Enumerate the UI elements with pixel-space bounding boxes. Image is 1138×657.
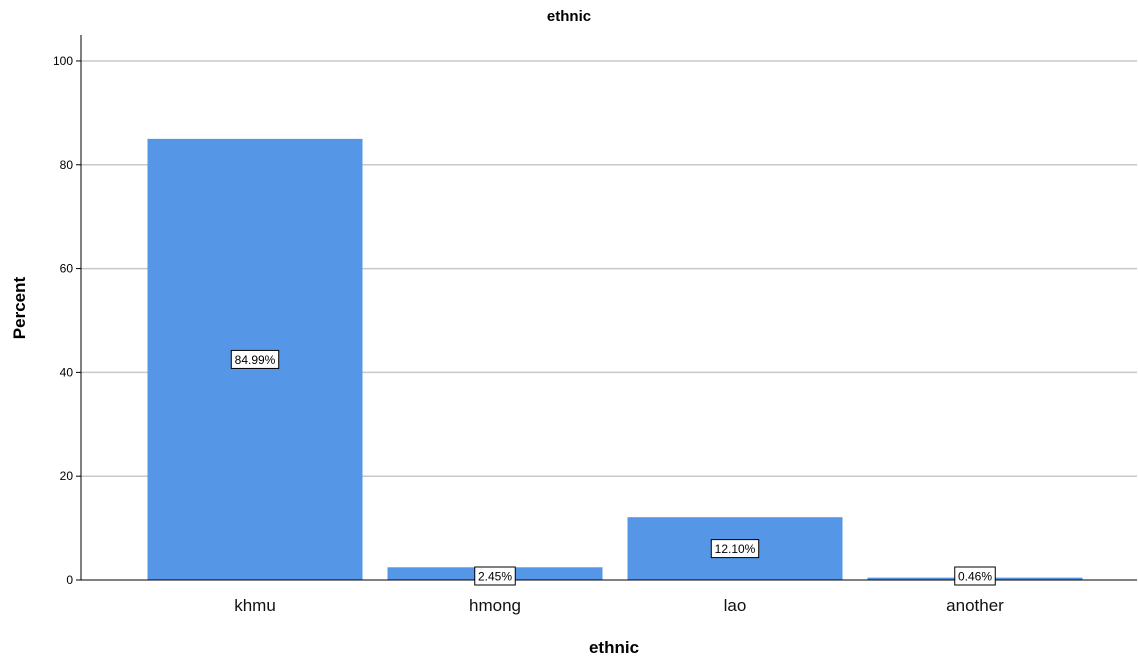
y-tick-labels: 0 20 40 60 80 100 [53,54,73,587]
y-tick-label: 0 [66,573,73,587]
data-label-lao: 12.10% [710,539,760,559]
x-tick-label-hmong: hmong [469,596,521,615]
y-tick-label: 20 [60,469,74,483]
y-tick-label: 100 [53,54,73,68]
y-axis-title: Percent [10,276,29,339]
data-label-box [954,566,996,586]
data-label-text: 84.99% [235,353,276,367]
x-tick-label-khmu: khmu [234,596,276,615]
data-label-another: 0.46% [954,566,996,586]
y-tick-label: 60 [60,262,74,276]
data-label-text: 12.10% [715,542,756,556]
data-label-text: 2.45% [478,570,512,584]
data-label-khmu: 84.99% [230,349,280,369]
data-label-hmong: 2.45% [474,566,516,586]
data-label-text: 0.46% [958,570,992,584]
data-label-box [474,566,516,586]
y-tick-label: 80 [60,158,74,172]
data-label-box [710,539,760,559]
x-axis-title: ethnic [589,638,639,657]
x-tick-labels: khmu hmong lao another [234,596,1004,615]
bars [147,138,1083,580]
data-label-box [230,349,280,369]
chart-title: ethnic [547,8,591,25]
x-tick-label-lao: lao [724,596,747,615]
y-tick-label: 40 [60,365,74,379]
x-tick-label-another: another [946,596,1004,615]
data-labels: 84.99% 2.45% 12.10% 0.46% [230,349,996,586]
